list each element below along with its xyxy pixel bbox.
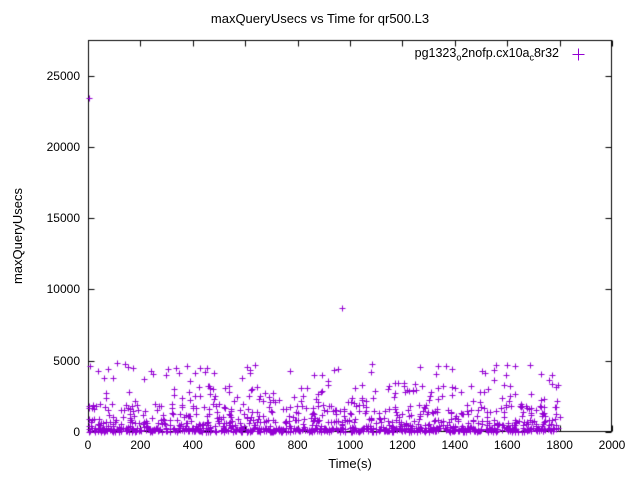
y-tick-label: 0	[73, 425, 80, 439]
chart-title: maxQueryUsecs vs Time for qr500.L3	[210, 11, 430, 26]
x-tick-label: 400	[182, 438, 203, 452]
x-tick-label: 1400	[441, 438, 469, 452]
y-tick-label: 10000	[46, 282, 80, 297]
x-tick-label: 0	[84, 438, 92, 452]
x-tick-label: 600	[235, 438, 256, 452]
x-tick-label: 1000	[336, 438, 364, 452]
x-tick-label: 1200	[389, 438, 416, 452]
legend: pg1323o2nofp.cx10ac8r32	[415, 46, 585, 62]
x-tick-label: 200	[130, 438, 151, 452]
y-tick-label: 25000	[46, 68, 80, 83]
x-tick-label: 800	[287, 438, 308, 452]
legend-series-label: pg1323o2nofp.cx10ac8r32	[414, 45, 559, 63]
x-tick-label: 1800	[546, 438, 573, 452]
plus-marker-icon	[572, 48, 585, 60]
y-tick-label: 20000	[46, 139, 80, 154]
x-tick-label: 2000	[598, 438, 626, 452]
x-axis-label: Time(s)	[328, 456, 372, 471]
y-tick-label: 15000	[46, 211, 80, 226]
y-tick-label: 5000	[53, 353, 80, 368]
x-tick-label: 1600	[493, 438, 521, 452]
